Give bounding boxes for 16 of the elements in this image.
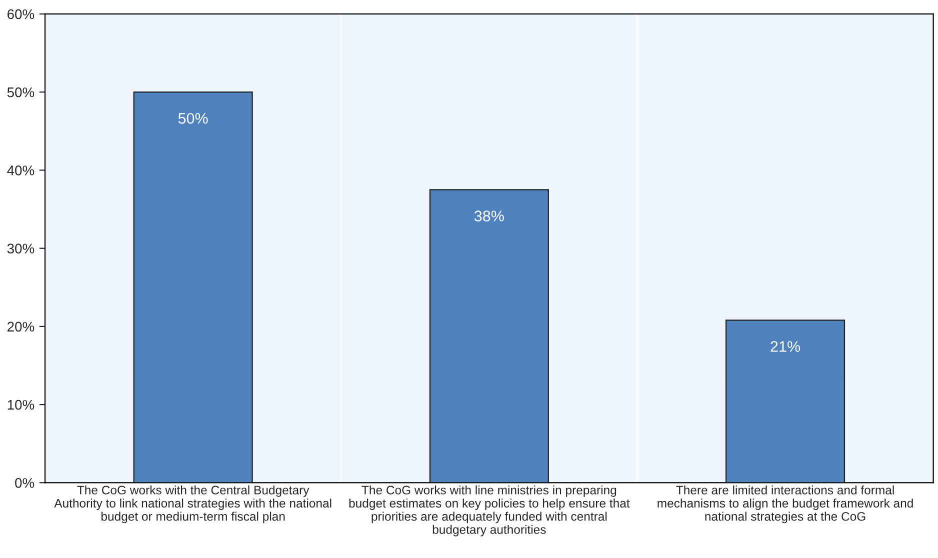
x-tick-label: The CoG works with the Central Budgetary Authority to link national strategies with the national budget or medium-term fiscal plan: [54, 485, 332, 524]
y-tick-label: 40%: [7, 166, 34, 176]
y-tick-label: 0%: [15, 478, 34, 488]
y-tick-label: 30%: [7, 244, 34, 254]
bar: [725, 320, 846, 483]
y-tick-label: 20%: [8, 322, 34, 332]
y-tick-label: 60%: [8, 9, 34, 20]
data-label: 21%: [770, 341, 800, 352]
x-tick-label: The CoG works with line ministries in preparing budget estimates on key policies to help ensure that priorities are adequately funded with central budgetary authorities: [349, 485, 630, 536]
data-label: 50%: [178, 112, 208, 124]
bar: [429, 189, 549, 483]
y-tick-label: 10%: [8, 400, 34, 410]
data-label: 38%: [474, 210, 504, 222]
y-tick-label: 50%: [7, 87, 34, 98]
bar: [133, 92, 253, 483]
x-tick-label: There are limited interactions and formal mechanisms to align the budget framework and national strategies at the CoG: [658, 485, 913, 524]
